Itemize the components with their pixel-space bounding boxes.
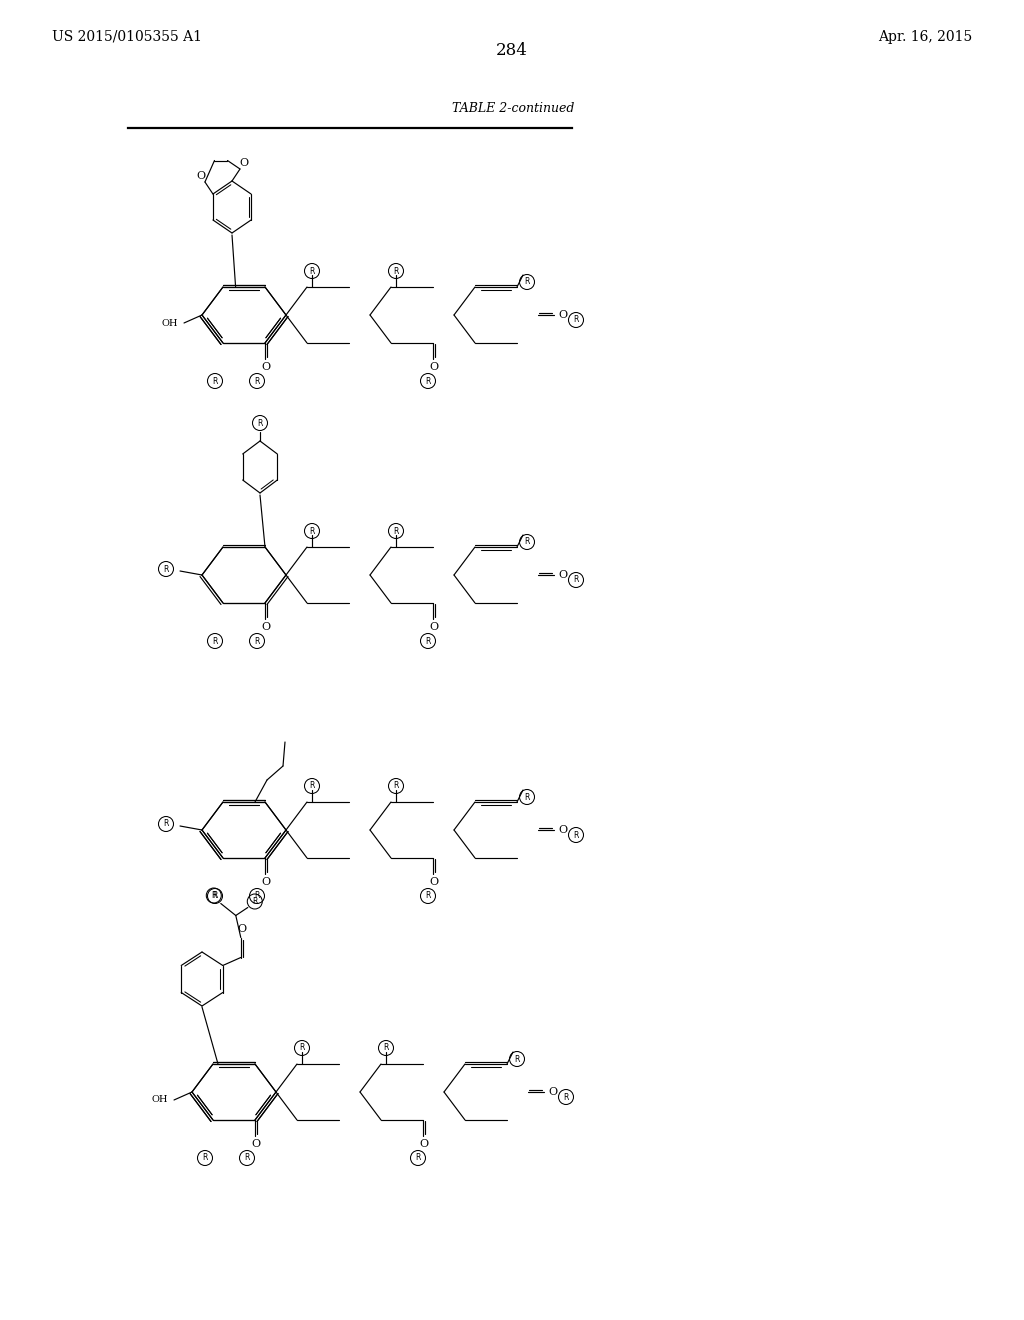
Text: R: R — [425, 636, 431, 645]
Text: R: R — [212, 376, 218, 385]
Text: R: R — [254, 891, 260, 900]
Text: R: R — [393, 267, 398, 276]
Text: R: R — [254, 376, 260, 385]
Text: O: O — [261, 622, 270, 632]
Text: R: R — [573, 315, 579, 325]
Text: 284: 284 — [496, 42, 528, 59]
Text: R: R — [257, 418, 263, 428]
Text: OH: OH — [152, 1096, 168, 1105]
Text: O: O — [261, 362, 270, 372]
Text: R: R — [252, 898, 257, 906]
Text: O: O — [558, 570, 567, 579]
Text: R: R — [524, 277, 529, 286]
Text: R: R — [524, 537, 529, 546]
Text: TABLE 2-continued: TABLE 2-continued — [452, 102, 574, 115]
Text: O: O — [429, 876, 438, 887]
Text: O: O — [549, 1086, 557, 1097]
Text: R: R — [425, 376, 431, 385]
Text: O: O — [558, 310, 567, 319]
Text: R: R — [524, 792, 529, 801]
Text: R: R — [211, 891, 216, 900]
Text: R: R — [299, 1044, 305, 1052]
Text: R: R — [383, 1044, 389, 1052]
Text: R: R — [393, 781, 398, 791]
Text: O: O — [261, 876, 270, 887]
Text: R: R — [203, 1154, 208, 1163]
Text: R: R — [573, 576, 579, 585]
Text: O: O — [238, 924, 247, 933]
Text: R: R — [254, 636, 260, 645]
Text: R: R — [573, 830, 579, 840]
Text: R: R — [416, 1154, 421, 1163]
Text: US 2015/0105355 A1: US 2015/0105355 A1 — [52, 30, 202, 44]
Text: O: O — [252, 1139, 260, 1148]
Text: R: R — [309, 527, 314, 536]
Text: R: R — [163, 565, 169, 573]
Text: R: R — [212, 891, 218, 900]
Text: O: O — [240, 158, 249, 168]
Text: R: R — [563, 1093, 568, 1101]
Text: R: R — [309, 267, 314, 276]
Text: Apr. 16, 2015: Apr. 16, 2015 — [878, 30, 972, 44]
Text: R: R — [309, 781, 314, 791]
Text: OH: OH — [162, 318, 178, 327]
Text: R: R — [514, 1055, 520, 1064]
Text: O: O — [558, 825, 567, 836]
Text: R: R — [393, 527, 398, 536]
Text: R: R — [212, 636, 218, 645]
Text: R: R — [425, 891, 431, 900]
Text: O: O — [429, 362, 438, 372]
Text: O: O — [197, 172, 206, 181]
Text: O: O — [420, 1139, 429, 1148]
Text: R: R — [163, 820, 169, 829]
Text: R: R — [245, 1154, 250, 1163]
Text: O: O — [429, 622, 438, 632]
